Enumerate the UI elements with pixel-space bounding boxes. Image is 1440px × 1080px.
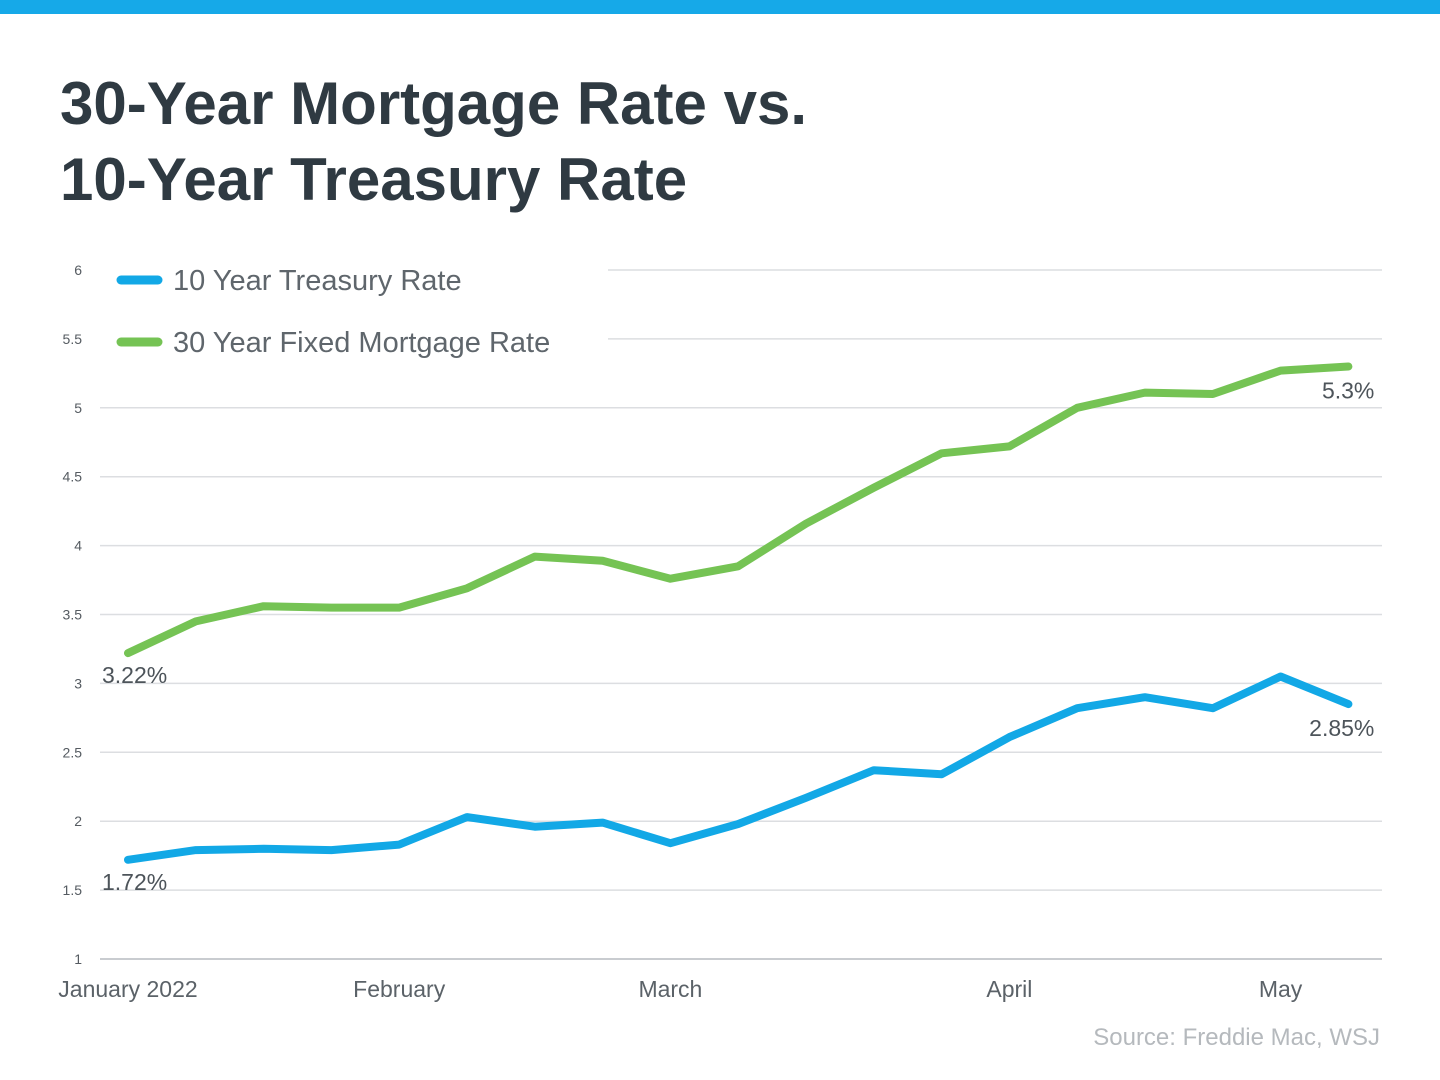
top-accent-bar [0, 0, 1440, 14]
legend-background [96, 250, 608, 370]
y-tick-label: 3 [74, 675, 82, 691]
title-line-2: 10-Year Treasury Rate [60, 146, 688, 213]
legend-label: 10 Year Treasury Rate [173, 265, 462, 297]
y-tick-label: 1 [74, 951, 82, 967]
y-tick-label: 4.5 [63, 469, 83, 485]
source-note: Source: Freddie Mac, WSJ [1093, 1024, 1380, 1051]
series-lines [124, 362, 1353, 864]
legend: 10 Year Treasury Rate 30 Year Fixed Mortg… [96, 250, 608, 370]
legend-label: 30 Year Fixed Mortgage Rate [173, 327, 550, 359]
end-value-label: 2.85% [1309, 715, 1374, 741]
x-tick-label: March [638, 976, 702, 1002]
y-tick-label: 5.5 [63, 331, 83, 347]
y-tick-label: 6 [74, 262, 82, 278]
y-axis-ticks: 1 1.5 2 2.5 3 3.5 4 4.5 5 5.5 6 [63, 262, 83, 967]
start-value-label: 1.72% [102, 869, 167, 895]
y-tick-label: 5 [74, 400, 82, 416]
y-tick-label: 4 [74, 538, 82, 554]
start-value-label: 3.22% [102, 662, 167, 688]
x-tick-label: April [986, 976, 1032, 1002]
x-axis-ticks: January 2022 February March April May [58, 976, 1303, 1002]
mortgage-rate-line [124, 362, 1353, 658]
end-value-label: 5.3% [1322, 377, 1374, 403]
y-tick-label: 2.5 [63, 744, 83, 760]
y-tick-label: 1.5 [63, 882, 83, 898]
y-tick-label: 2 [74, 813, 82, 829]
x-tick-label: February [353, 976, 446, 1002]
page-title: 30-Year Mortgage Rate vs. 10-Year Treasu… [60, 66, 807, 218]
x-tick-label: May [1259, 976, 1303, 1002]
x-tick-label: January 2022 [58, 976, 197, 1002]
data-labels: 1.72% 2.85% 3.22% 5.3% [102, 377, 1374, 894]
grid-lines [100, 269, 1382, 960]
treasury-rate-line [124, 672, 1353, 864]
title-line-1: 30-Year Mortgage Rate vs. [60, 70, 807, 137]
y-tick-label: 3.5 [63, 607, 83, 623]
